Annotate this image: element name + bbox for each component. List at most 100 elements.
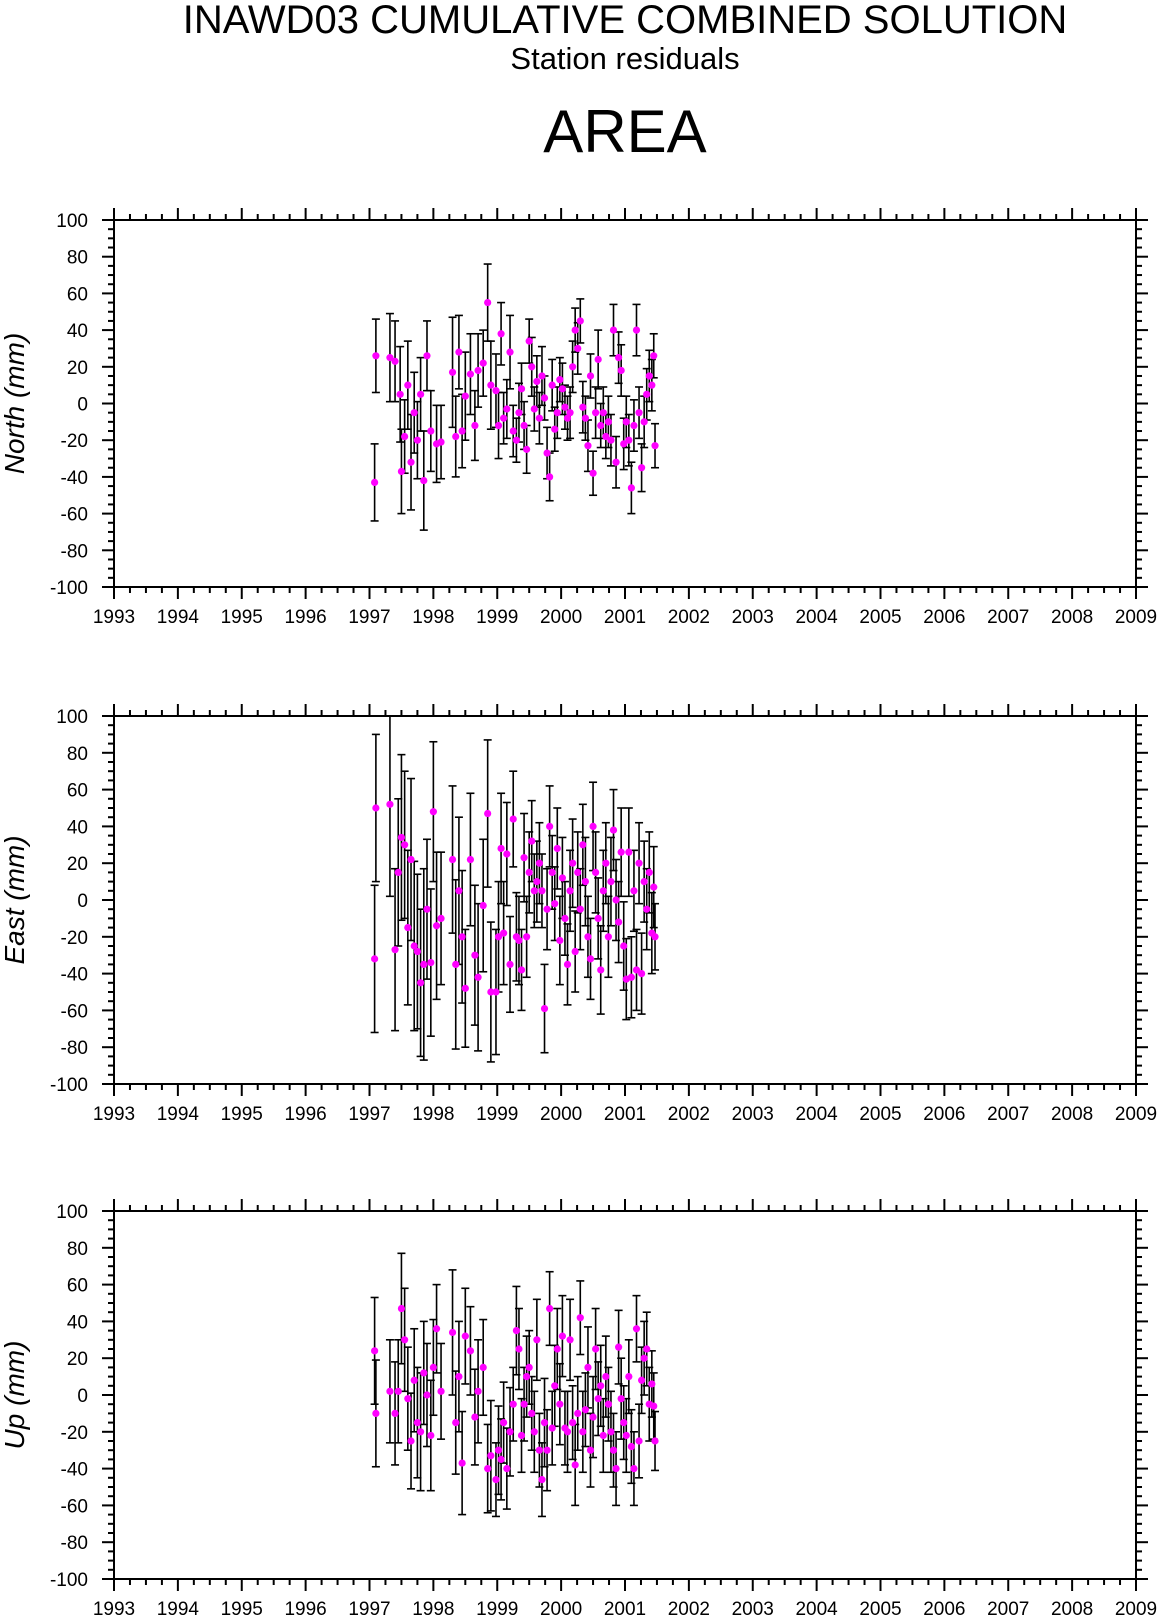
data-point xyxy=(466,370,475,378)
data-point xyxy=(372,1409,380,1417)
data-point xyxy=(548,868,556,877)
data-point xyxy=(407,855,415,864)
data-point xyxy=(484,1465,492,1473)
data-point xyxy=(417,979,425,987)
data-point xyxy=(437,1387,445,1395)
x-tick-label: 2008 xyxy=(1051,1599,1093,1620)
data-point xyxy=(563,414,572,422)
data-point xyxy=(506,348,514,356)
y-tick-label: -100 xyxy=(50,1075,88,1096)
y-axis-label: East (mm) xyxy=(0,835,30,964)
data-point xyxy=(556,1400,564,1408)
data-point xyxy=(410,409,418,417)
y-axis-label: North (mm) xyxy=(0,333,30,475)
data-point xyxy=(558,1332,567,1340)
data-point xyxy=(602,859,610,867)
data-point xyxy=(396,390,404,398)
data-point xyxy=(546,1304,554,1313)
data-point xyxy=(551,425,559,433)
data-point xyxy=(540,1419,549,1427)
data-point xyxy=(528,1409,536,1417)
data-point xyxy=(551,1382,559,1390)
data-point xyxy=(643,905,651,913)
data-point xyxy=(635,1437,643,1445)
data-point xyxy=(553,409,561,417)
data-point xyxy=(576,1314,584,1322)
data-point xyxy=(607,436,615,444)
data-point xyxy=(648,1380,656,1388)
y-tick-label: 60 xyxy=(67,1276,88,1297)
data-point xyxy=(584,1363,592,1371)
data-point xyxy=(579,841,587,849)
data-point xyxy=(592,868,600,877)
data-point xyxy=(592,1345,600,1353)
x-tick-label: 1994 xyxy=(157,1599,200,1620)
y-tick-label: 60 xyxy=(67,781,88,802)
data-point xyxy=(437,438,445,446)
data-point xyxy=(589,1413,597,1421)
data-point xyxy=(506,1428,514,1436)
y-tick-label: -60 xyxy=(61,505,88,526)
x-tick-label: 2002 xyxy=(668,1599,710,1620)
x-tick-label: 2004 xyxy=(795,607,838,628)
data-point xyxy=(404,381,412,389)
data-point xyxy=(466,1347,475,1355)
x-tick-label: 1995 xyxy=(221,1599,263,1620)
data-point xyxy=(638,1376,646,1384)
data-point xyxy=(569,859,577,867)
x-tick-label: 1999 xyxy=(476,1599,518,1620)
data-point xyxy=(615,1343,623,1351)
x-tick-label: 2001 xyxy=(604,1599,646,1620)
data-point xyxy=(474,1387,482,1395)
data-point xyxy=(607,1428,615,1436)
data-point xyxy=(581,1406,589,1414)
data-point xyxy=(543,449,551,457)
data-point xyxy=(651,1437,659,1445)
y-tick-label: 0 xyxy=(77,395,88,416)
data-point xyxy=(576,905,584,913)
data-point xyxy=(420,1369,428,1377)
data-point xyxy=(604,933,612,941)
data-point xyxy=(397,1304,406,1313)
data-point xyxy=(540,394,549,402)
y-tick-label: -80 xyxy=(61,541,88,562)
data-point xyxy=(410,1376,418,1384)
y-tick-label: 20 xyxy=(67,358,88,379)
data-point xyxy=(497,1455,505,1463)
chart-main-title: INAWD03 CUMULATIVE COMBINED SOLUTION xyxy=(182,0,1068,42)
x-tick-label: 2001 xyxy=(604,1104,646,1125)
y-tick-label: 0 xyxy=(77,891,88,912)
y-tick-label: 20 xyxy=(67,854,88,875)
y-tick-label: -40 xyxy=(61,1460,88,1481)
data-point xyxy=(500,929,508,937)
data-point xyxy=(492,387,500,395)
x-tick-label: 1994 xyxy=(157,607,200,628)
data-point xyxy=(561,914,569,923)
plot-frame xyxy=(113,219,1137,588)
data-point xyxy=(503,405,511,413)
y-tick-label: 40 xyxy=(67,817,88,838)
data-point xyxy=(533,377,541,386)
data-point xyxy=(530,887,538,895)
data-point xyxy=(635,859,643,867)
data-point xyxy=(617,848,625,856)
data-point xyxy=(563,960,572,969)
data-point xyxy=(466,855,475,864)
x-tick-label: 2003 xyxy=(732,1599,774,1620)
data-point xyxy=(574,344,582,353)
y-tick-label: 40 xyxy=(67,1312,88,1333)
data-point xyxy=(401,841,409,849)
data-point xyxy=(404,924,412,932)
x-tick-label: 2005 xyxy=(859,607,901,628)
data-point xyxy=(386,800,394,808)
data-point xyxy=(584,442,592,450)
x-tick-label: 1995 xyxy=(221,607,263,628)
x-tick-label: 2008 xyxy=(1051,1104,1093,1125)
y-tick-label: -80 xyxy=(61,1533,88,1554)
data-point xyxy=(437,914,445,923)
data-point xyxy=(429,1363,437,1371)
data-point xyxy=(574,1409,582,1417)
data-point xyxy=(535,414,544,422)
data-point xyxy=(528,363,536,371)
